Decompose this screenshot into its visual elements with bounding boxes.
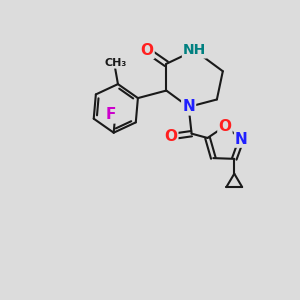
Text: N: N [235,132,248,147]
Text: O: O [218,119,231,134]
Text: N: N [182,99,195,114]
Text: O: O [164,129,177,144]
Text: CH₃: CH₃ [105,58,127,68]
Text: O: O [140,43,154,58]
Text: NH: NH [183,44,206,57]
Text: F: F [106,107,116,122]
